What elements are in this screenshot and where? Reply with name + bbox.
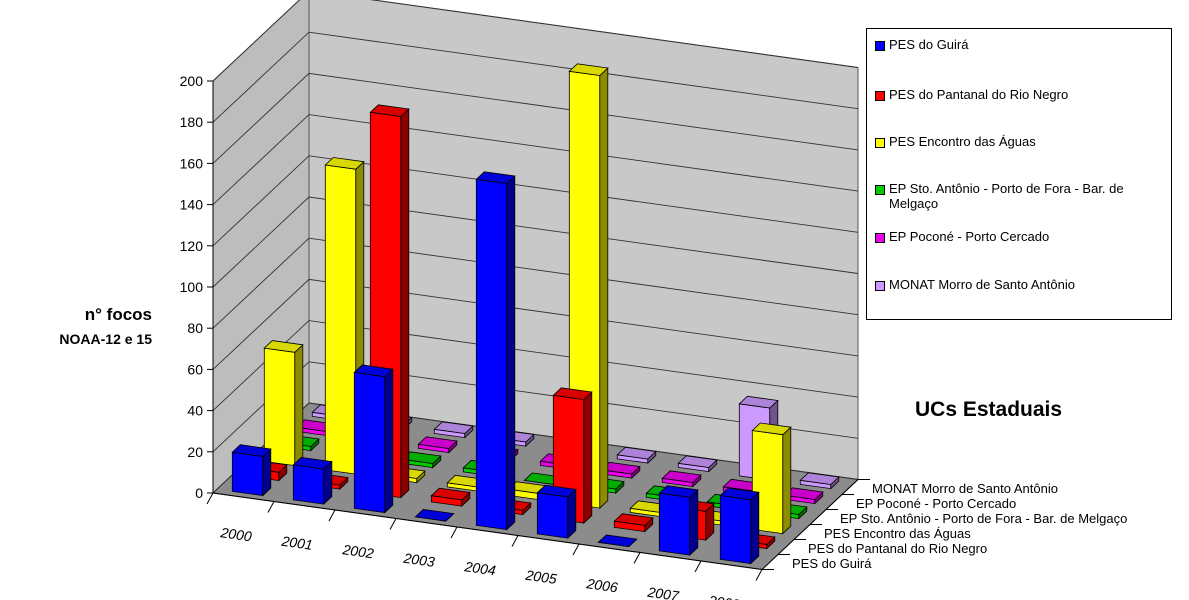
x-tick-label: 2004 bbox=[463, 558, 497, 578]
x-tick-label: 2008 bbox=[707, 592, 741, 600]
gridline bbox=[212, 155, 859, 247]
bar bbox=[751, 422, 792, 535]
x-tick-label: 2001 bbox=[280, 533, 314, 553]
x-tick-mark bbox=[755, 569, 763, 581]
legend-swatch bbox=[875, 91, 885, 101]
legend-swatch bbox=[875, 185, 885, 195]
x-tick-mark bbox=[206, 492, 214, 505]
y-axis-sublabel: NOAA-12 e 15 bbox=[59, 331, 152, 347]
bar bbox=[597, 534, 638, 548]
x-tick-mark bbox=[633, 552, 641, 564]
gridline bbox=[212, 31, 859, 123]
bar bbox=[292, 456, 333, 506]
gridline bbox=[212, 114, 859, 205]
gridline bbox=[212, 361, 859, 453]
chart-legend: PES do Guirá PES do Pantanal do Rio Negro… bbox=[866, 28, 1172, 320]
bar bbox=[613, 513, 654, 533]
x-tick-label: 2000 bbox=[219, 524, 253, 544]
gridline bbox=[212, 0, 859, 82]
x-axis bbox=[212, 492, 763, 570]
bar bbox=[658, 485, 699, 557]
x-tick-mark bbox=[328, 509, 336, 522]
y-tick-label: 100 bbox=[180, 279, 204, 295]
gridline bbox=[212, 237, 859, 329]
depth-tick-label: PES do Pantanal do Rio Negro bbox=[808, 541, 987, 556]
bar bbox=[799, 472, 840, 490]
y-tick-label: 20 bbox=[187, 444, 203, 460]
depth-tick-label: PES Encontro das Águas bbox=[824, 526, 971, 541]
depth-axis bbox=[761, 479, 859, 570]
legend-swatch bbox=[875, 41, 885, 51]
legend-label: MONAT Morro de Santo Antônio bbox=[889, 277, 1075, 292]
x-tick-mark bbox=[511, 535, 519, 547]
bar bbox=[616, 446, 657, 465]
x-tick-mark bbox=[267, 501, 275, 513]
y-tick-label: 60 bbox=[187, 361, 203, 377]
bar bbox=[430, 487, 471, 508]
bar bbox=[536, 484, 577, 540]
x-tick-mark bbox=[694, 560, 702, 573]
depth-tick-label: EP Poconé - Porto Cercado bbox=[856, 496, 1016, 511]
x-tick-mark bbox=[572, 543, 580, 556]
bar bbox=[475, 171, 516, 531]
x-tick-label: 2006 bbox=[585, 575, 619, 595]
bar bbox=[353, 364, 394, 514]
gridline bbox=[212, 278, 859, 370]
legend-label: PES do Guirá bbox=[889, 37, 969, 52]
x-tick-label: 2005 bbox=[524, 567, 558, 587]
legend-label: PES Encontro das Águas bbox=[889, 134, 1036, 149]
bar bbox=[433, 421, 474, 439]
legend-label: PES do Pantanal do Rio Negro bbox=[889, 87, 1069, 102]
y-tick-label: 160 bbox=[180, 155, 204, 171]
bar bbox=[263, 340, 304, 467]
depth-tick-label: MONAT Morro de Santo Antônio bbox=[872, 481, 1058, 496]
gridline bbox=[212, 196, 859, 288]
legend-swatch bbox=[875, 233, 885, 243]
legend-label: EP Poconé - Porto Cercado bbox=[889, 229, 1050, 244]
x-tick-label: 2007 bbox=[646, 584, 681, 600]
y-tick-label: 140 bbox=[180, 197, 204, 213]
y-tick-label: 180 bbox=[180, 114, 204, 130]
bar bbox=[417, 436, 458, 454]
legend-label: EP Sto. Antônio - Porto de Fora - Bar. d… bbox=[889, 181, 1124, 211]
bar bbox=[661, 470, 702, 488]
bar bbox=[719, 487, 760, 565]
x-tick-mark bbox=[450, 526, 458, 539]
x-tick-label: 2002 bbox=[341, 541, 375, 561]
bar bbox=[231, 444, 272, 497]
gridline bbox=[212, 320, 859, 411]
x-tick-label: 2003 bbox=[402, 550, 436, 570]
legend-swatch bbox=[875, 281, 885, 291]
bar bbox=[414, 508, 455, 522]
y-tick-label: 80 bbox=[187, 320, 203, 336]
y-tick-label: 40 bbox=[187, 403, 203, 419]
legend-swatch bbox=[875, 138, 885, 148]
y-tick-label: 200 bbox=[180, 73, 204, 89]
y-tick-label: 0 bbox=[195, 485, 203, 501]
bar bbox=[677, 455, 718, 473]
y-tick-label: 120 bbox=[180, 238, 204, 254]
depth-tick-label: PES do Guirá bbox=[792, 556, 872, 571]
depth-tick-label: EP Sto. Antônio - Porto de Fora - Bar. d… bbox=[840, 511, 1127, 526]
depth-axis-title: UCs Estaduais bbox=[915, 398, 1063, 421]
gridline bbox=[212, 72, 859, 164]
y-axis-label: n° focos bbox=[84, 305, 152, 324]
x-tick-mark bbox=[389, 518, 397, 530]
